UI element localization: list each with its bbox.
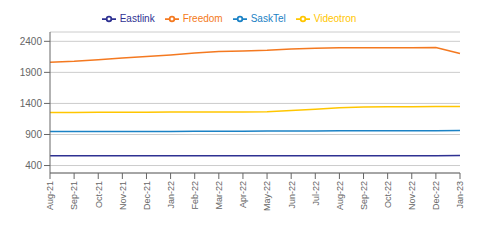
svg-text:Sep-22: Sep-22 — [359, 181, 369, 210]
html-text:Videotron: Videotron — [313, 12, 357, 24]
svg-text:Aug-21: Aug-21 — [45, 181, 55, 210]
svg-text:Aug-22: Aug-22 — [335, 181, 345, 210]
svg-text:Dec-21: Dec-21 — [142, 181, 152, 210]
html-text:SaskTel: SaskTel — [250, 12, 286, 24]
svg-text:Oct-21: Oct-21 — [94, 181, 104, 208]
svg-text:Jan-22: Jan-22 — [166, 181, 176, 209]
svg-text:Jan-23: Jan-23 — [455, 181, 465, 209]
svg-text:900: 900 — [25, 129, 42, 140]
svg-text:1900: 1900 — [20, 67, 43, 78]
svg-text:2400: 2400 — [20, 36, 43, 47]
svg-text:Dec-22: Dec-22 — [431, 181, 441, 210]
svg-text:Nov-21: Nov-21 — [118, 181, 128, 210]
svg-text:Apr-22: Apr-22 — [238, 181, 248, 208]
svg-text:Nov-22: Nov-22 — [407, 181, 417, 210]
svg-text:May-22: May-22 — [262, 181, 272, 211]
svg-text:Mar-22: Mar-22 — [214, 181, 224, 210]
svg-text:Jul-22: Jul-22 — [311, 181, 321, 206]
svg-text:Jun-22: Jun-22 — [287, 181, 297, 209]
svg-text:Sep-21: Sep-21 — [70, 181, 80, 210]
svg-text:400: 400 — [25, 160, 42, 171]
svg-text:Feb-22: Feb-22 — [190, 181, 200, 210]
svg-text:Oct-22: Oct-22 — [383, 181, 393, 208]
svg-text:1400: 1400 — [20, 98, 43, 109]
html-text:Freedom: Freedom — [182, 12, 223, 24]
html-text:Eastlink: Eastlink — [119, 12, 155, 24]
